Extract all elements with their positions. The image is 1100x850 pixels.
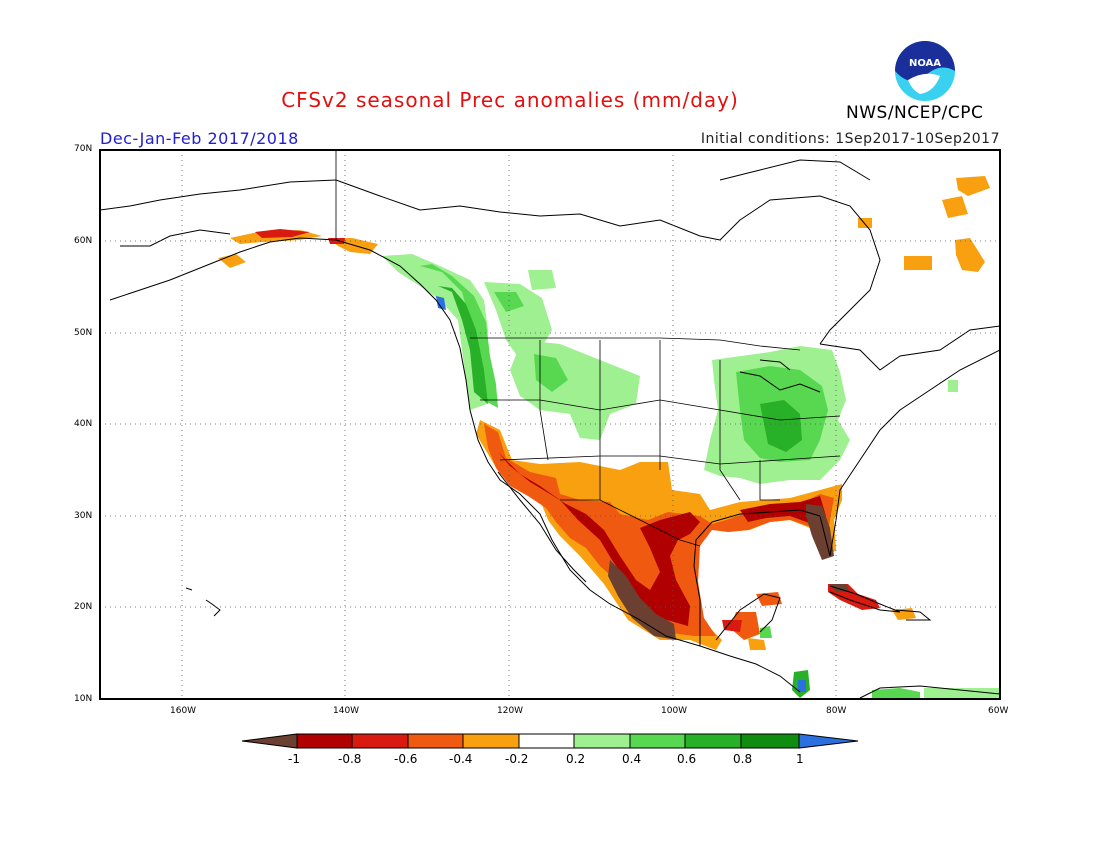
lon-label: 80W: [826, 706, 847, 716]
colorbar-label: -0.2: [505, 752, 529, 766]
colorbar-label: -0.6: [394, 752, 418, 766]
colorbar-cell: [684, 733, 742, 749]
agency-label: NWS/NCEP/CPC: [846, 103, 984, 123]
colorbar-cell: [462, 733, 520, 749]
colorbar-cell: [573, 733, 631, 749]
colorbar-upper-arrow: [798, 733, 859, 749]
initial-conditions-label: Initial conditions: 1Sep2017-10Sep2017: [700, 131, 1000, 147]
colorbar-label: 0.4: [622, 752, 642, 766]
wet-anomaly-regions: [382, 254, 1000, 699]
colorbar-label: 0.2: [566, 752, 586, 766]
map-frame: [99, 149, 1001, 700]
lat-label: 60N: [74, 236, 93, 246]
colorbar: [241, 733, 859, 749]
colorbar-cell: [629, 733, 686, 749]
lon-label: 120W: [497, 706, 524, 716]
colorbar-cell: [296, 733, 353, 749]
state-borders: [335, 150, 841, 547]
map-title: CFSv2 seasonal Prec anomalies (mm/day): [281, 88, 739, 112]
colorbar-cell: [518, 733, 575, 749]
season-label: Dec-Jan-Feb 2017/2018: [100, 129, 299, 148]
colorbar-cell: [407, 733, 464, 749]
colorbar-label: 0.6: [677, 752, 697, 766]
colorbar-label: 1: [796, 752, 804, 766]
lon-label: 60W: [988, 706, 1009, 716]
lon-label: 100W: [661, 706, 688, 716]
lon-label: 160W: [170, 706, 197, 716]
lat-label: 20N: [74, 602, 93, 612]
colorbar-label: -0.4: [449, 752, 473, 766]
colorbar-label: -1: [288, 752, 300, 766]
colorbar-label: 0.8: [733, 752, 753, 766]
svg-text:NOAA: NOAA: [909, 58, 941, 69]
colorbar-cell: [740, 733, 800, 749]
colorbar-cell: [351, 733, 409, 749]
lat-label: 50N: [74, 328, 93, 338]
lon-label: 140W: [333, 706, 360, 716]
lat-label: 40N: [74, 419, 93, 429]
dry-anomaly-regions: [218, 176, 990, 650]
colorbar-lower-arrow: [241, 733, 298, 749]
noaa-logo: NOAA: [895, 41, 955, 101]
graticule: [100, 150, 1000, 699]
colorbar-label: -0.8: [338, 752, 362, 766]
lat-label: 10N: [74, 694, 93, 704]
lat-label: 30N: [74, 511, 93, 521]
lat-label: 70N: [74, 144, 93, 154]
